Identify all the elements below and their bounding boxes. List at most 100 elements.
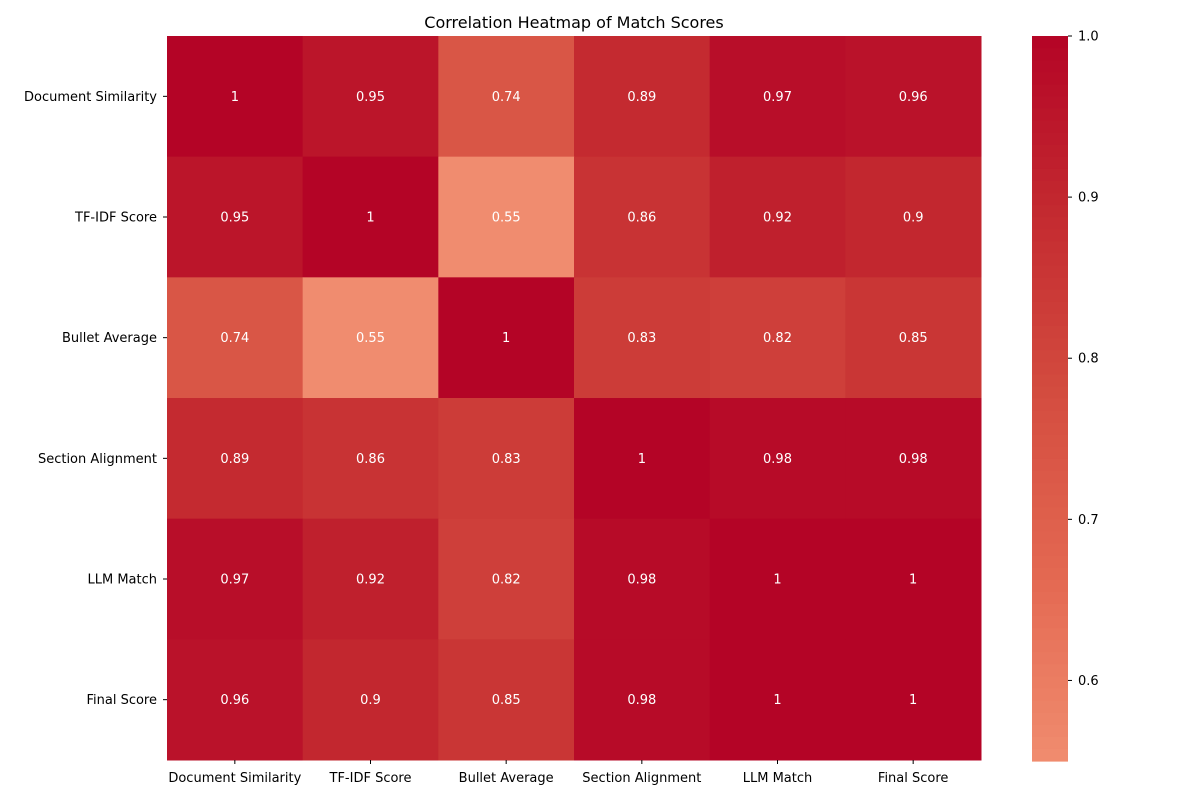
- heatmap-cell: [167, 518, 304, 640]
- colorbar-segment: [1032, 217, 1068, 230]
- heatmap-cell: [302, 639, 439, 761]
- cell-value-label: 0.97: [220, 573, 249, 588]
- cell-value-label: 0.74: [220, 331, 249, 346]
- heatmap-cell: [167, 277, 304, 399]
- colorbar-segment: [1032, 543, 1068, 557]
- cell-value-label: 0.82: [763, 331, 792, 346]
- cell-value-label: 0.9: [903, 211, 924, 226]
- y-tick-label: LLM Match: [87, 573, 157, 588]
- heatmap-cell: [574, 518, 711, 640]
- colorbar-segment: [1032, 205, 1068, 218]
- y-axis: Document Similarity TF-IDF Score Bullet Av…: [24, 90, 167, 708]
- colorbar-segment: [1032, 688, 1068, 702]
- colorbar-segment: [1032, 519, 1068, 533]
- colorbar-segment: [1032, 241, 1068, 255]
- heatmap-cell: [302, 398, 439, 520]
- cell-value-label: 1: [638, 452, 646, 467]
- heatmap-cell: [438, 639, 575, 761]
- heatmap-cell: [709, 518, 846, 640]
- colorbar-segment: [1032, 422, 1068, 436]
- heatmap-cell: [167, 156, 304, 278]
- heatmap-cell: [167, 36, 304, 158]
- colorbar-segment: [1032, 374, 1068, 388]
- colorbar-segment: [1032, 326, 1068, 339]
- cell-value-label: 0.92: [356, 573, 385, 588]
- cell-value-label: 0.82: [492, 573, 521, 588]
- colorbar-segment: [1032, 700, 1068, 714]
- colorbar-segment: [1032, 181, 1068, 194]
- heatmap-cell: [302, 36, 439, 158]
- heatmap-cell: [709, 36, 846, 158]
- colorbar-segment: [1032, 471, 1068, 484]
- cell-value-label: 0.9: [360, 693, 381, 708]
- colorbar-segment: [1032, 507, 1068, 520]
- colorbar-segment: [1032, 289, 1068, 303]
- colorbar-segment: [1032, 579, 1068, 593]
- cell-value-label: 0.95: [220, 211, 249, 226]
- colorbar-segment: [1032, 84, 1068, 98]
- x-tick-label: Final Score: [878, 771, 949, 786]
- colorbar-segment: [1032, 724, 1068, 738]
- cell-value-label: 0.74: [492, 90, 521, 105]
- x-tick-label: LLM Match: [743, 771, 813, 786]
- colorbar-segment: [1032, 193, 1068, 206]
- heatmap-cell: [438, 518, 575, 640]
- heatmap-cell: [574, 277, 711, 399]
- colorbar-segment: [1032, 531, 1068, 545]
- colorbar-segment: [1032, 36, 1068, 49]
- heatmap-cells: [167, 36, 982, 761]
- y-tick-label: Bullet Average: [62, 331, 157, 346]
- x-tick-label: Bullet Average: [459, 771, 554, 786]
- heatmap-cell: [845, 156, 982, 278]
- colorbar-segment: [1032, 555, 1068, 569]
- cell-value-label: 0.55: [356, 331, 385, 346]
- cell-value-label: 0.98: [763, 452, 792, 467]
- heatmap-cell: [574, 639, 711, 761]
- colorbar-tick-label: 0.9: [1078, 191, 1099, 206]
- colorbar-segment: [1032, 72, 1068, 85]
- colorbar-segment: [1032, 434, 1068, 448]
- y-tick-label: TF-IDF Score: [74, 211, 157, 226]
- heatmap-cell: [709, 156, 846, 278]
- colorbar-segment: [1032, 676, 1068, 690]
- colorbar-segment: [1032, 748, 1068, 762]
- x-axis: Document Similarity TF-IDF Score Bullet Av…: [168, 760, 948, 786]
- cell-value-label: 1: [909, 693, 917, 708]
- heatmap-annotations: 1 0.95 0.74 0.89 0.97 0.96 0.95 1 0.55 0.86 0.92 0.…: [220, 90, 927, 708]
- cell-value-label: 0.55: [492, 211, 521, 226]
- heatmap-cell: [845, 36, 982, 158]
- colorbar-segment: [1032, 483, 1068, 496]
- cell-value-label: 0.98: [899, 452, 928, 467]
- heatmap-cell: [845, 518, 982, 640]
- heatmap-cell: [709, 277, 846, 399]
- cell-value-label: 0.96: [220, 693, 249, 708]
- colorbar-segment: [1032, 60, 1068, 73]
- colorbar: 0.6 0.7 0.8 0.9 1.0: [1032, 30, 1099, 762]
- cell-value-label: 0.95: [356, 90, 385, 105]
- colorbar-segment: [1032, 652, 1068, 665]
- colorbar-segment: [1032, 132, 1068, 146]
- y-tick-label: Document Similarity: [24, 90, 157, 105]
- colorbar-segment: [1032, 567, 1068, 581]
- cell-value-label: 0.83: [492, 452, 521, 467]
- heatmap-cell: [167, 639, 304, 761]
- heatmap-cell: [845, 639, 982, 761]
- cell-value-label: 1: [909, 573, 917, 588]
- heatmap-cell: [438, 36, 575, 158]
- colorbar-segment: [1032, 120, 1068, 134]
- colorbar-segment: [1032, 313, 1068, 327]
- cell-value-label: 0.86: [627, 211, 656, 226]
- colorbar-segment: [1032, 96, 1068, 110]
- x-tick-label: TF-IDF Score: [329, 771, 412, 786]
- colorbar-segment: [1032, 640, 1068, 653]
- heatmap-cell: [302, 518, 439, 640]
- colorbar-segment: [1032, 386, 1068, 400]
- heatmap-cell: [302, 156, 439, 278]
- cell-value-label: 1: [366, 211, 374, 226]
- colorbar-segment: [1032, 156, 1068, 170]
- heatmap-cell: [709, 398, 846, 520]
- cell-value-label: 1: [773, 573, 781, 588]
- x-tick-label: Document Similarity: [168, 771, 301, 786]
- colorbar-segment: [1032, 664, 1068, 678]
